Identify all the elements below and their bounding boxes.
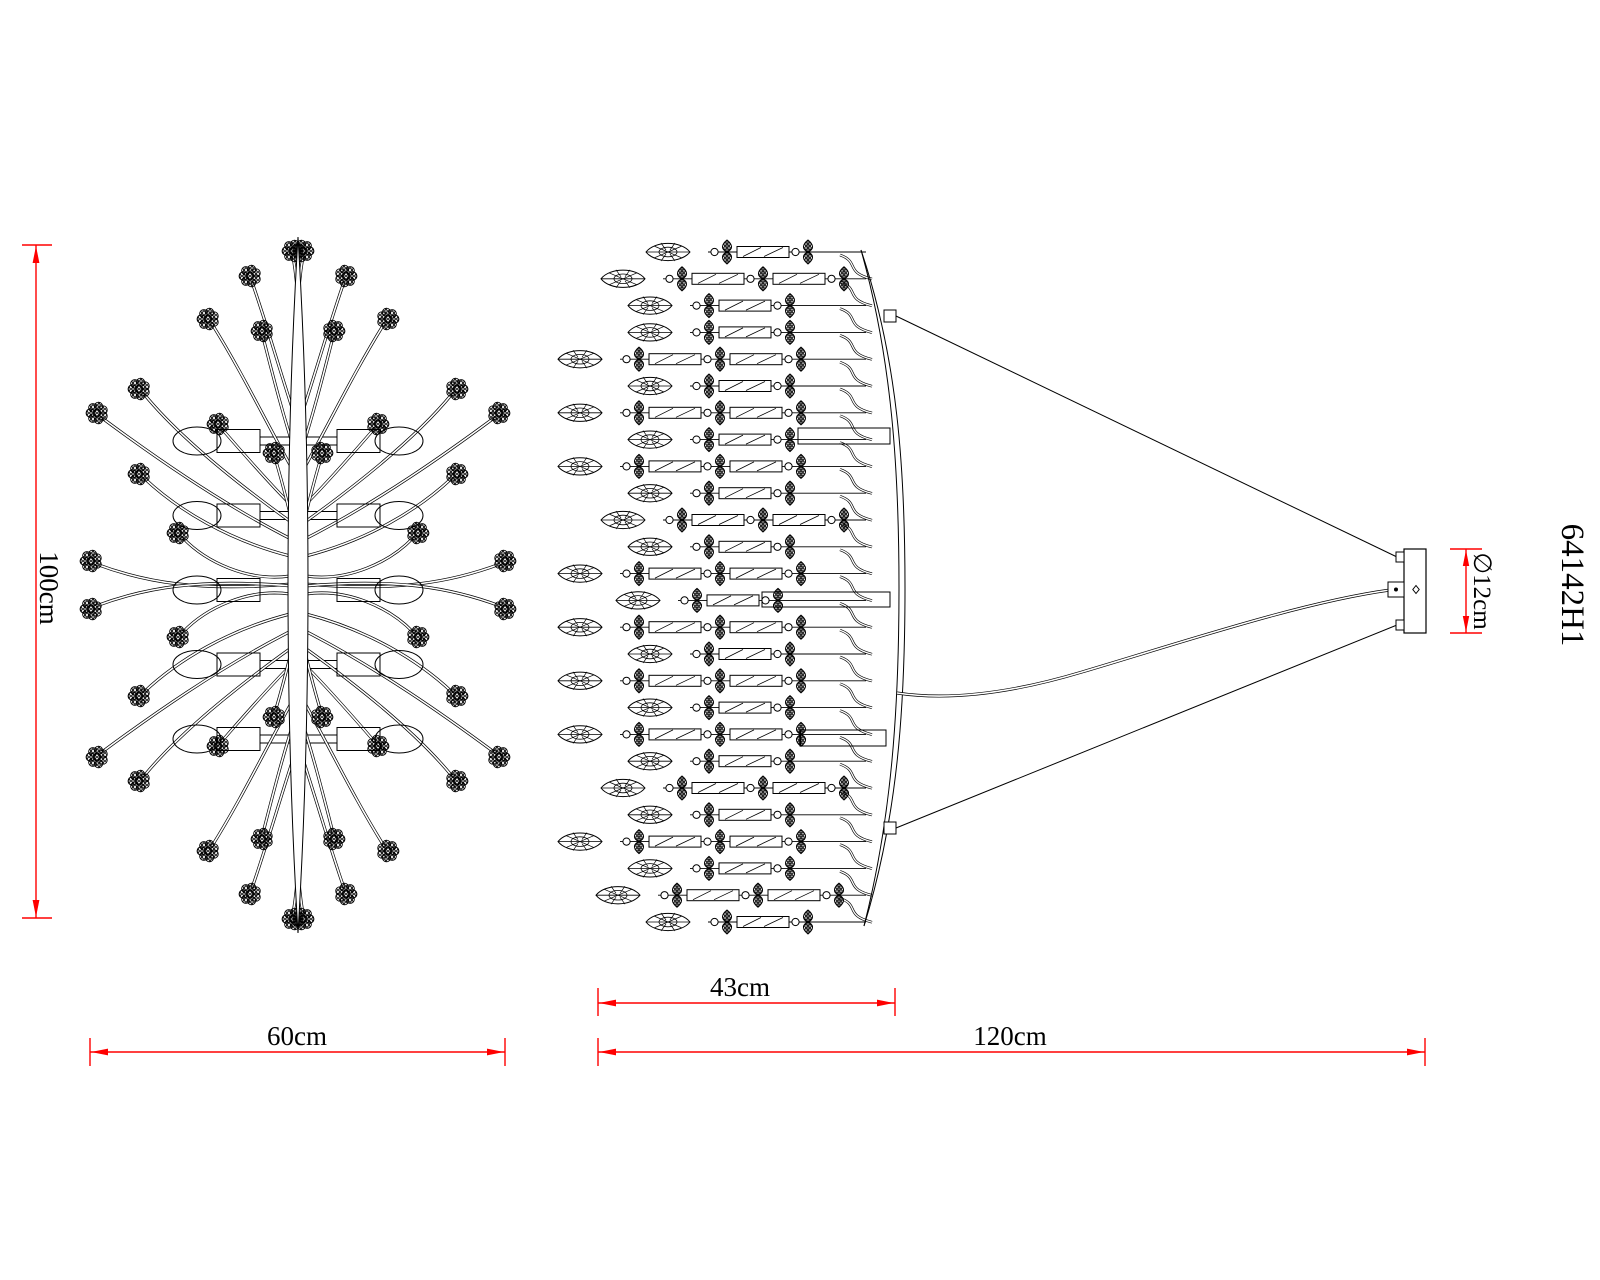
top-view-width-label: 60cm [267,1021,327,1051]
top-view-drawing [79,236,517,934]
dimension-overall-width: 120cm [597,1021,1426,1066]
dimension-body-width: 43cm [597,972,896,1016]
height-dimension-label: 100cm [34,551,64,625]
dimension-canopy-diameter: ∅12cm [1450,548,1495,634]
canopy-diameter-label: ∅12cm [1468,552,1495,630]
dimension-top-view-width: 60cm [89,1021,506,1066]
overall-width-label: 120cm [973,1021,1047,1051]
model-number-label: 64142H1 [1554,524,1590,647]
dimension-height: 100cm [22,244,64,919]
body-width-label: 43cm [710,972,770,1002]
side-view-drawing [557,239,906,935]
suspension-cables-and-canopy [883,309,1427,835]
